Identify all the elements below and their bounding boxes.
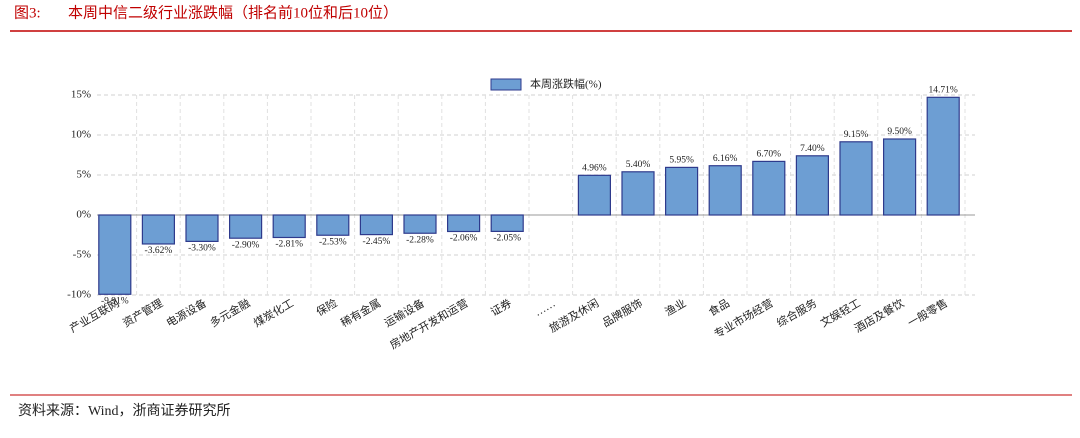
value-label: 6.70%: [757, 150, 782, 160]
x-tick-label: 保险: [314, 296, 340, 319]
x-tick-label: 证券: [488, 296, 514, 319]
x-tick-label: 电源设备: [164, 296, 209, 330]
bar: [141, 214, 175, 245]
legend-label: 本周涨跌幅(%): [530, 77, 602, 91]
bar: [882, 138, 917, 216]
value-label: -2.06%: [450, 234, 478, 244]
bar: [839, 141, 873, 216]
x-tick-label: 旅游及休闲: [547, 296, 602, 336]
value-label: -2.90%: [232, 240, 260, 250]
bar: [316, 214, 350, 236]
value-label: -9.91%: [101, 296, 129, 306]
bar: [98, 214, 132, 295]
value-label: 9.15%: [844, 130, 869, 140]
bar: [359, 214, 393, 236]
y-tick-label: 15%: [71, 89, 91, 101]
bar: [447, 214, 481, 233]
x-tick-label: ……: [533, 297, 558, 318]
y-tick-label: -10%: [67, 289, 91, 301]
bar: [185, 214, 219, 242]
value-label: 4.96%: [582, 164, 607, 174]
x-tick-label: 食品: [706, 296, 732, 319]
value-label: -2.53%: [319, 237, 347, 247]
x-tick-label: 酒店及餐饮: [852, 296, 907, 336]
bar: [577, 174, 612, 216]
figure-label: 图3:: [14, 4, 41, 21]
y-tick-label: -5%: [73, 249, 91, 261]
value-label: -2.45%: [363, 237, 391, 247]
value-label: 5.40%: [626, 160, 651, 170]
bar: [926, 96, 960, 216]
bar: [490, 214, 524, 232]
bar: [752, 160, 786, 216]
value-label: -2.81%: [275, 240, 303, 250]
value-label: 5.95%: [669, 156, 694, 166]
value-label: -2.28%: [406, 235, 434, 245]
x-tick-label: 煤炭化工: [251, 296, 296, 330]
value-label: -2.05%: [493, 234, 521, 244]
y-tick-label: 0%: [76, 209, 91, 221]
figure-title: 本周中信二级行业涨跌幅（排名前10位和后10位）: [68, 4, 398, 21]
value-label: -3.30%: [188, 244, 216, 254]
y-tick-label: 10%: [71, 129, 91, 141]
bar: [664, 166, 699, 216]
legend-swatch: [490, 78, 522, 91]
bar: [272, 214, 306, 239]
bar: [795, 155, 830, 216]
value-label: 7.40%: [800, 144, 825, 154]
source-note: 资料来源：Wind，浙商证券研究所: [18, 403, 231, 419]
value-label: 9.50%: [887, 127, 912, 137]
value-label: 6.16%: [713, 154, 738, 164]
value-label: -3.62%: [145, 246, 173, 256]
x-tick-label: 多元金融: [207, 296, 252, 330]
bar: [621, 171, 655, 216]
x-tick-label: 渔业: [663, 297, 689, 319]
x-tick-label: 稀有金属: [338, 296, 383, 330]
x-tick-label: 综合服务: [774, 296, 819, 330]
bar: [229, 214, 263, 239]
bar: [403, 214, 437, 234]
bar: [708, 165, 742, 216]
x-tick-label: 一般零售: [905, 296, 950, 330]
x-tick-label: 房地产开发和运营: [387, 296, 470, 352]
value-label: 14.71%: [929, 86, 958, 96]
x-tick-label: 品牌服饰: [600, 296, 645, 330]
y-tick-label: 5%: [76, 169, 91, 181]
